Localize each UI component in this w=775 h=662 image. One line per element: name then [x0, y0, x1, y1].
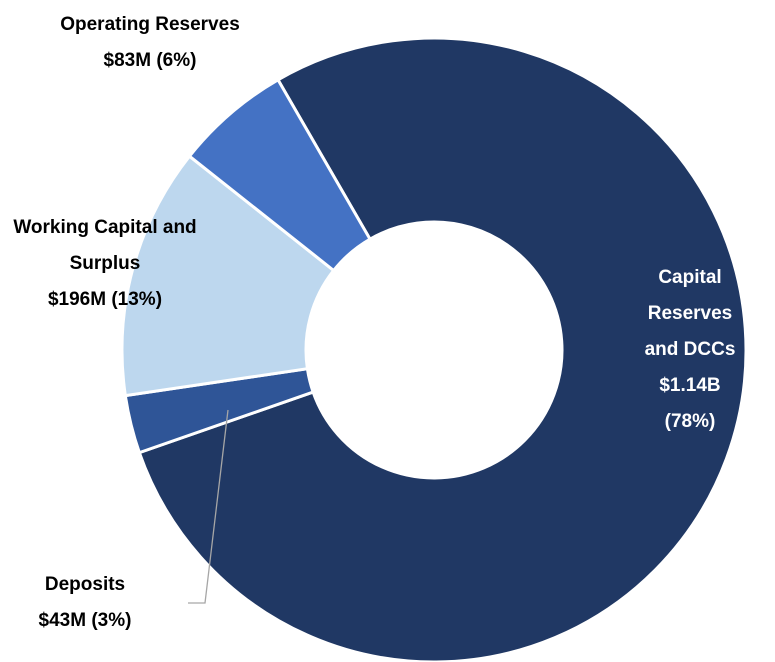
category-label: Working Capital and Surplus — [13, 217, 197, 274]
percent-label: (78%) — [664, 411, 716, 432]
amount-label: $196M — [47, 289, 107, 310]
category-label: Deposits — [44, 574, 126, 595]
percent-label: (6%) — [156, 50, 197, 71]
donut-slice — [137, 36, 748, 662]
donut-slice — [187, 77, 373, 273]
slice-label: Capital Reserves and DCCs $1.14B (78%) — [630, 260, 750, 440]
slice-label: Working Capital and Surplus $196M (13%) — [0, 210, 213, 318]
donut-slice — [120, 154, 336, 398]
category-label: Capital Reserves and DCCs — [644, 267, 736, 360]
amount-label: $83M — [103, 50, 152, 71]
percent-label: (13%) — [111, 289, 163, 310]
slice-label: Deposits $43M (3%) — [0, 567, 185, 639]
leader-line — [188, 409, 229, 604]
slice-label: Operating Reserves $83M (6%) — [10, 7, 290, 79]
percent-label: (3%) — [91, 610, 132, 631]
category-label: Operating Reserves — [60, 14, 240, 35]
amount-label: $43M — [38, 610, 87, 631]
amount-label: $1.14B — [659, 375, 721, 396]
